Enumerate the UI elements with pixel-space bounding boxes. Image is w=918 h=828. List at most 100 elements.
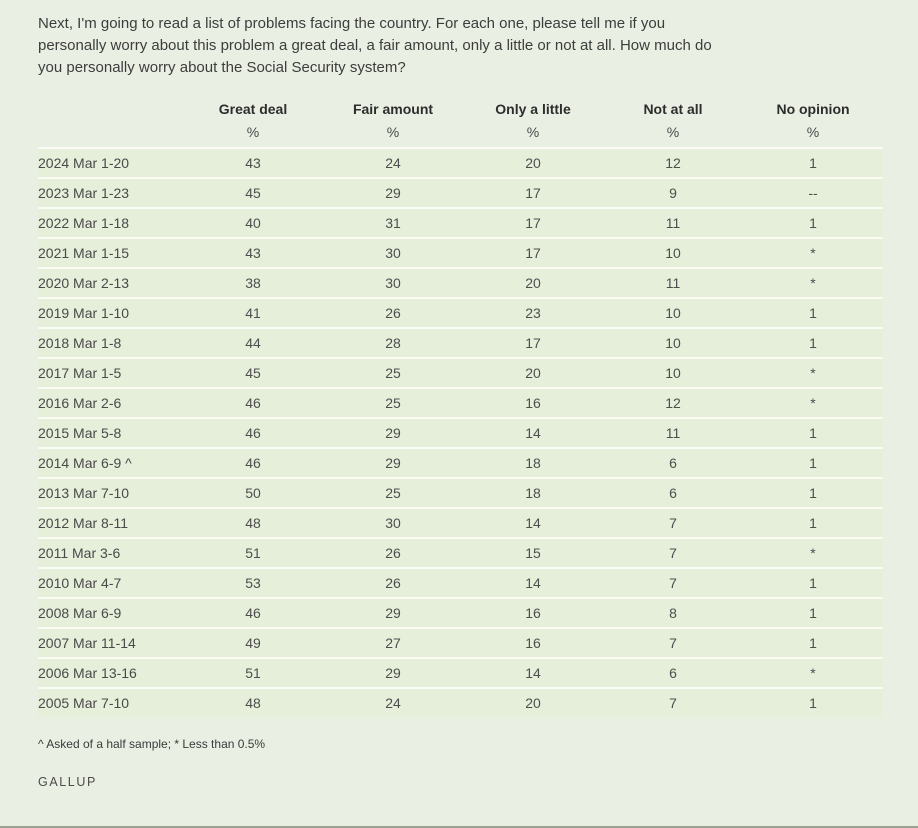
cell-no-opinion: * <box>810 545 816 561</box>
table-row: 2013 Mar 7-10 50 25 18 6 1 <box>38 477 883 507</box>
table-row: 2007 Mar 11-14 49 27 16 7 1 <box>38 627 883 657</box>
cell-only-a-little: 14 <box>525 575 541 591</box>
row-date-label: 2024 Mar 1-20 <box>38 155 130 171</box>
table-row: 2016 Mar 2-6 46 25 16 12 * <box>38 387 883 417</box>
cell-fair-amount: 30 <box>385 245 401 261</box>
cell-fair-amount: 29 <box>385 455 401 471</box>
cell-great-deal: 48 <box>245 515 261 531</box>
cell-great-deal: 51 <box>245 545 261 561</box>
table-row: 2018 Mar 1-8 44 28 17 10 1 <box>38 327 883 357</box>
cell-no-opinion: 1 <box>809 215 817 231</box>
cell-no-opinion: 1 <box>809 335 817 351</box>
table-row: 2020 Mar 2-13 38 30 20 11 * <box>38 267 883 297</box>
cell-great-deal: 45 <box>245 365 261 381</box>
cell-fair-amount: 27 <box>385 635 401 651</box>
percent-sign: % <box>246 124 260 140</box>
cell-only-a-little: 18 <box>525 485 541 501</box>
table-row: 2019 Mar 1-10 41 26 23 10 1 <box>38 297 883 327</box>
cell-great-deal: 48 <box>245 695 261 711</box>
cell-great-deal: 46 <box>245 425 261 441</box>
cell-fair-amount: 24 <box>385 695 401 711</box>
cell-fair-amount: 30 <box>385 515 401 531</box>
cell-not-at-all: 12 <box>665 155 681 171</box>
cell-only-a-little: 17 <box>525 215 541 231</box>
cell-not-at-all: 7 <box>669 545 677 561</box>
cell-fair-amount: 25 <box>385 365 401 381</box>
cell-fair-amount: 26 <box>385 305 401 321</box>
table-row: 2005 Mar 7-10 48 24 20 7 1 <box>38 687 883 717</box>
cell-fair-amount: 26 <box>385 545 401 561</box>
table-row: 2022 Mar 1-18 40 31 17 11 1 <box>38 207 883 237</box>
cell-fair-amount: 25 <box>385 395 401 411</box>
cell-only-a-little: 14 <box>525 665 541 681</box>
cell-fair-amount: 29 <box>385 185 401 201</box>
row-date-label: 2019 Mar 1-10 <box>38 305 130 321</box>
cell-not-at-all: 11 <box>665 275 681 291</box>
cell-fair-amount: 25 <box>385 485 401 501</box>
cell-great-deal: 45 <box>245 185 261 201</box>
cell-not-at-all: 10 <box>665 305 681 321</box>
cell-no-opinion: * <box>810 365 816 381</box>
cell-not-at-all: 6 <box>669 485 677 501</box>
table-row: 2021 Mar 1-15 43 30 17 10 * <box>38 237 883 267</box>
percent-sign: % <box>526 124 540 140</box>
cell-not-at-all: 7 <box>669 695 677 711</box>
column-header-only-a-little: Only a little <box>495 101 571 117</box>
cell-only-a-little: 20 <box>525 365 541 381</box>
cell-great-deal: 46 <box>245 395 261 411</box>
cell-not-at-all: 10 <box>665 335 681 351</box>
table-row: 2012 Mar 8-11 48 30 14 7 1 <box>38 507 883 537</box>
row-date-label: 2007 Mar 11-14 <box>38 635 136 651</box>
cell-fair-amount: 28 <box>385 335 401 351</box>
row-date-label: 2021 Mar 1-15 <box>38 245 130 261</box>
cell-only-a-little: 16 <box>525 395 541 411</box>
cell-not-at-all: 7 <box>669 635 677 651</box>
cell-no-opinion: 1 <box>809 455 817 471</box>
table-footnote: ^ Asked of a half sample; * Less than 0.… <box>38 737 266 751</box>
table-row: 2024 Mar 1-20 43 24 20 12 1 <box>38 147 883 177</box>
row-date-label: 2011 Mar 3-6 <box>38 545 121 561</box>
cell-no-opinion: 1 <box>809 485 817 501</box>
cell-not-at-all: 8 <box>669 605 677 621</box>
cell-great-deal: 38 <box>245 275 261 291</box>
table-row: 2006 Mar 13-16 51 29 14 6 * <box>38 657 883 687</box>
table-row: 2010 Mar 4-7 53 26 14 7 1 <box>38 567 883 597</box>
column-header-not-at-all: Not at all <box>643 101 703 117</box>
cell-only-a-little: 18 <box>525 455 541 471</box>
cell-no-opinion: -- <box>808 185 818 201</box>
cell-no-opinion: * <box>810 665 816 681</box>
cell-no-opinion: 1 <box>809 515 817 531</box>
column-header-fair-amount: Fair amount <box>352 101 434 117</box>
survey-question-text: Next, I'm going to read a list of proble… <box>38 15 712 76</box>
cell-only-a-little: 14 <box>525 515 541 531</box>
row-date-label: 2017 Mar 1-5 <box>38 365 122 381</box>
cell-great-deal: 53 <box>245 575 261 591</box>
table-row: 2014 Mar 6-9 ^ 46 29 18 6 1 <box>38 447 883 477</box>
row-date-label: 2022 Mar 1-18 <box>38 215 130 231</box>
table-row: 2008 Mar 6-9 46 29 16 8 1 <box>38 597 883 627</box>
row-date-label: 2018 Mar 1-8 <box>38 335 122 351</box>
cell-great-deal: 51 <box>245 665 261 681</box>
row-date-label: 2014 Mar 6-9 ^ <box>38 455 132 471</box>
cell-not-at-all: 7 <box>669 575 677 591</box>
gallup-logo-text: GALLUP <box>38 775 97 789</box>
cell-great-deal: 43 <box>245 155 261 171</box>
row-date-label: 2015 Mar 5-8 <box>38 425 122 441</box>
cell-not-at-all: 11 <box>665 425 681 441</box>
cell-fair-amount: 31 <box>385 215 401 231</box>
cell-not-at-all: 11 <box>665 215 681 231</box>
row-date-label: 2012 Mar 8-11 <box>38 515 129 531</box>
cell-no-opinion: 1 <box>809 605 817 621</box>
cell-not-at-all: 6 <box>669 455 677 471</box>
cell-not-at-all: 10 <box>665 245 681 261</box>
cell-only-a-little: 16 <box>525 635 541 651</box>
cell-only-a-little: 20 <box>525 275 541 291</box>
cell-not-at-all: 9 <box>669 185 677 201</box>
cell-fair-amount: 29 <box>385 605 401 621</box>
cell-no-opinion: 1 <box>809 635 817 651</box>
table-row: 2017 Mar 1-5 45 25 20 10 * <box>38 357 883 387</box>
cell-great-deal: 50 <box>245 485 261 501</box>
table-row: 2015 Mar 5-8 46 29 14 11 1 <box>38 417 883 447</box>
table-body: 2024 Mar 1-20 43 24 20 12 1 2023 Mar 1-2… <box>38 147 883 717</box>
